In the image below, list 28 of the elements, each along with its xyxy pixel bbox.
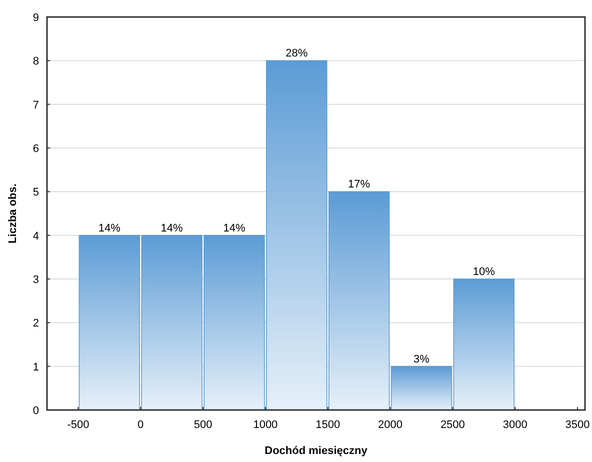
y-tick-label: 3 [32, 274, 39, 286]
x-tick-label: 2000 [378, 419, 403, 431]
x-tick-label: 3500 [565, 419, 590, 431]
x-tick-label: 0 [138, 419, 144, 431]
annotation: 14% [160, 222, 184, 234]
x-tick-label: 500 [194, 419, 212, 431]
x-tick-label: 3000 [502, 419, 528, 431]
annotation: 17% [348, 178, 370, 191]
y-tick-label: 5 [32, 186, 39, 199]
annotation: 10% [472, 266, 496, 278]
x-tick-label: -500 [67, 419, 90, 431]
y-tick-label: 2 [32, 318, 39, 330]
x-tick-label: 1000 [253, 419, 278, 431]
x-tick-label: 2500 [440, 419, 465, 431]
y-tick-label: 6 [32, 143, 39, 155]
y-tick-label: 7 [32, 99, 39, 112]
x-tick-label: 1500 [316, 419, 340, 431]
y-tick-label: 4 [32, 230, 39, 242]
annotation: 3% [414, 353, 430, 366]
annotation: 28% [286, 48, 308, 60]
x-axis-title: Dochód miesięczny [264, 445, 368, 457]
y-axis-title: Liczba obs. [7, 184, 19, 244]
annotation: 14% [98, 222, 121, 234]
y-tick-label: 0 [32, 405, 39, 417]
annotation: 14% [223, 222, 246, 234]
y-tick-label: 1 [32, 361, 39, 374]
y-tick-label: 9 [32, 12, 39, 24]
y-tick-label: 8 [32, 56, 39, 68]
